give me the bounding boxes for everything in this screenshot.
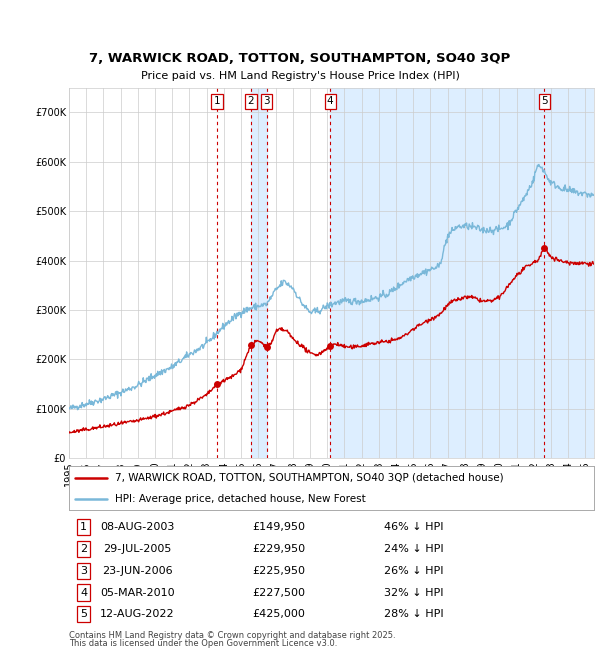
Text: 46% ↓ HPI: 46% ↓ HPI [384, 522, 443, 532]
Text: 5: 5 [80, 610, 87, 619]
Text: 29-JUL-2005: 29-JUL-2005 [103, 544, 172, 554]
Text: £149,950: £149,950 [253, 522, 305, 532]
Text: £425,000: £425,000 [253, 610, 305, 619]
Text: Contains HM Land Registry data © Crown copyright and database right 2025.: Contains HM Land Registry data © Crown c… [69, 631, 395, 640]
Text: 2: 2 [80, 544, 87, 554]
Text: £229,950: £229,950 [253, 544, 305, 554]
Text: 7, WARWICK ROAD, TOTTON, SOUTHAMPTON, SO40 3QP (detached house): 7, WARWICK ROAD, TOTTON, SOUTHAMPTON, SO… [115, 473, 503, 483]
Text: HPI: Average price, detached house, New Forest: HPI: Average price, detached house, New … [115, 494, 365, 504]
Text: 3: 3 [80, 566, 87, 576]
Text: £227,500: £227,500 [253, 588, 305, 597]
Text: 23-JUN-2006: 23-JUN-2006 [102, 566, 173, 576]
Text: 28% ↓ HPI: 28% ↓ HPI [384, 610, 443, 619]
Text: 24% ↓ HPI: 24% ↓ HPI [384, 544, 443, 554]
Text: £225,950: £225,950 [253, 566, 305, 576]
Text: 08-AUG-2003: 08-AUG-2003 [100, 522, 175, 532]
Text: 12-AUG-2022: 12-AUG-2022 [100, 610, 175, 619]
Text: 05-MAR-2010: 05-MAR-2010 [100, 588, 175, 597]
Bar [544, 88, 594, 458]
Text: This data is licensed under the Open Government Licence v3.0.: This data is licensed under the Open Gov… [69, 639, 337, 648]
Text: 1: 1 [80, 522, 87, 532]
Text: 26% ↓ HPI: 26% ↓ HPI [384, 566, 443, 576]
Text: 32% ↓ HPI: 32% ↓ HPI [384, 588, 443, 597]
Text: 1: 1 [214, 96, 220, 107]
Bar [251, 88, 266, 458]
Text: 7, WARWICK ROAD, TOTTON, SOUTHAMPTON, SO40 3QP: 7, WARWICK ROAD, TOTTON, SOUTHAMPTON, SO… [89, 52, 511, 65]
Text: Price paid vs. HM Land Registry's House Price Index (HPI): Price paid vs. HM Land Registry's House … [140, 71, 460, 81]
Text: 2: 2 [248, 96, 254, 107]
Bar [330, 88, 544, 458]
Text: 4: 4 [80, 588, 87, 597]
Text: 3: 3 [263, 96, 270, 107]
Text: 4: 4 [327, 96, 334, 107]
Text: 5: 5 [541, 96, 548, 107]
